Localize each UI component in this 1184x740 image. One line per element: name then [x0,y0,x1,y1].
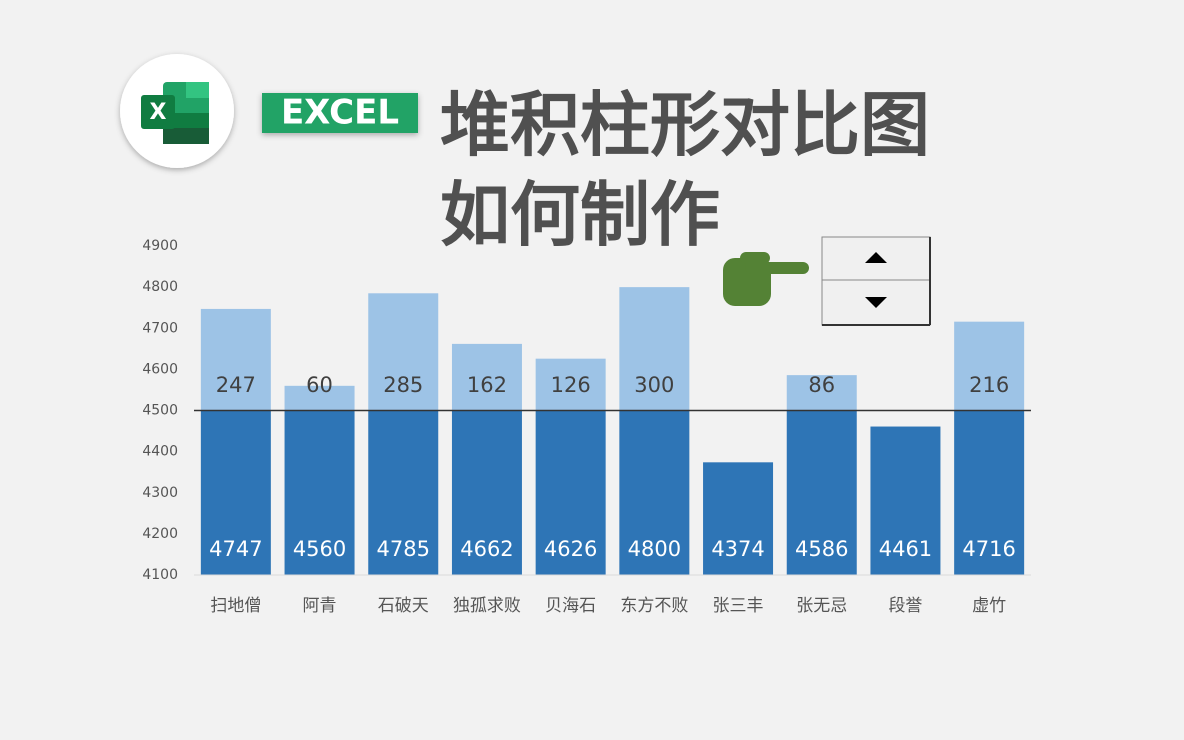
bar-excess [200,308,271,411]
total-label: 4374 [711,537,764,561]
total-label: 4747 [209,537,262,561]
chart-title: 堆积柱形对比图 [440,84,930,166]
excess-label: 300 [634,373,674,397]
bar-base [870,426,941,575]
y-tick-label: 4900 [142,238,178,254]
spin-button[interactable] [821,236,931,326]
bar-base [786,410,857,575]
bar-excess [284,385,355,411]
x-tick-label: 贝海石 [545,596,596,616]
bar-excess [619,287,690,411]
total-label: 4626 [544,537,597,561]
x-tick-label: 东方不败 [620,596,688,616]
pointing-hand [723,252,809,306]
y-tick-label: 4200 [142,526,178,542]
excess-label: 216 [969,373,1009,397]
x-tick-label: 扫地僧 [210,596,261,616]
bar-excess [954,321,1025,411]
total-label: 4716 [962,537,1015,561]
x-tick-label: 段誉 [888,596,922,616]
y-tick-label: 4700 [142,320,178,336]
logo-letter: X [150,100,167,125]
x-tick-label: 石破天 [378,596,429,616]
badge-box [262,93,418,133]
x-tick-label: 张三丰 [713,596,764,616]
total-label: 4586 [795,537,848,561]
bar-base [954,410,1025,575]
excess-label: 86 [808,373,835,397]
total-label: 4785 [377,537,430,561]
bar-base [284,410,355,575]
bar-excess [535,358,606,411]
bar-base [535,410,606,575]
excess-label: 126 [551,373,591,397]
x-tick-label: 独孤求败 [453,596,521,616]
x-tick-label: 虚竹 [972,596,1006,616]
excess-label: 162 [467,373,507,397]
y-tick-label: 4300 [142,485,178,501]
y-tick-label: 4800 [142,279,178,295]
bar-excess [368,293,439,411]
total-label: 4800 [628,537,681,561]
total-label: 4662 [460,537,513,561]
y-tick-label: 4400 [142,444,178,460]
total-label: 4560 [293,537,346,561]
y-tick-label: 4600 [142,361,178,377]
bar-base [368,410,439,575]
excess-label: 247 [216,373,256,397]
total-label: 4461 [879,537,932,561]
chart-subtitle: 如何制作 [440,174,720,256]
excess-label: 60 [306,373,333,397]
bar-base [703,462,774,575]
excess-label: 285 [383,373,423,397]
y-tick-label: 4500 [142,403,178,419]
excel-logo: X [120,54,234,168]
bar-base [451,410,522,575]
bar-excess [451,343,522,411]
bar-excess [786,375,857,411]
y-tick-label: 4100 [142,567,178,583]
bar-base [200,410,271,575]
badge: EXCEL [281,93,399,133]
x-tick-label: 阿青 [303,596,337,616]
bar-base [619,410,690,575]
x-tick-label: 张无忌 [796,596,847,616]
